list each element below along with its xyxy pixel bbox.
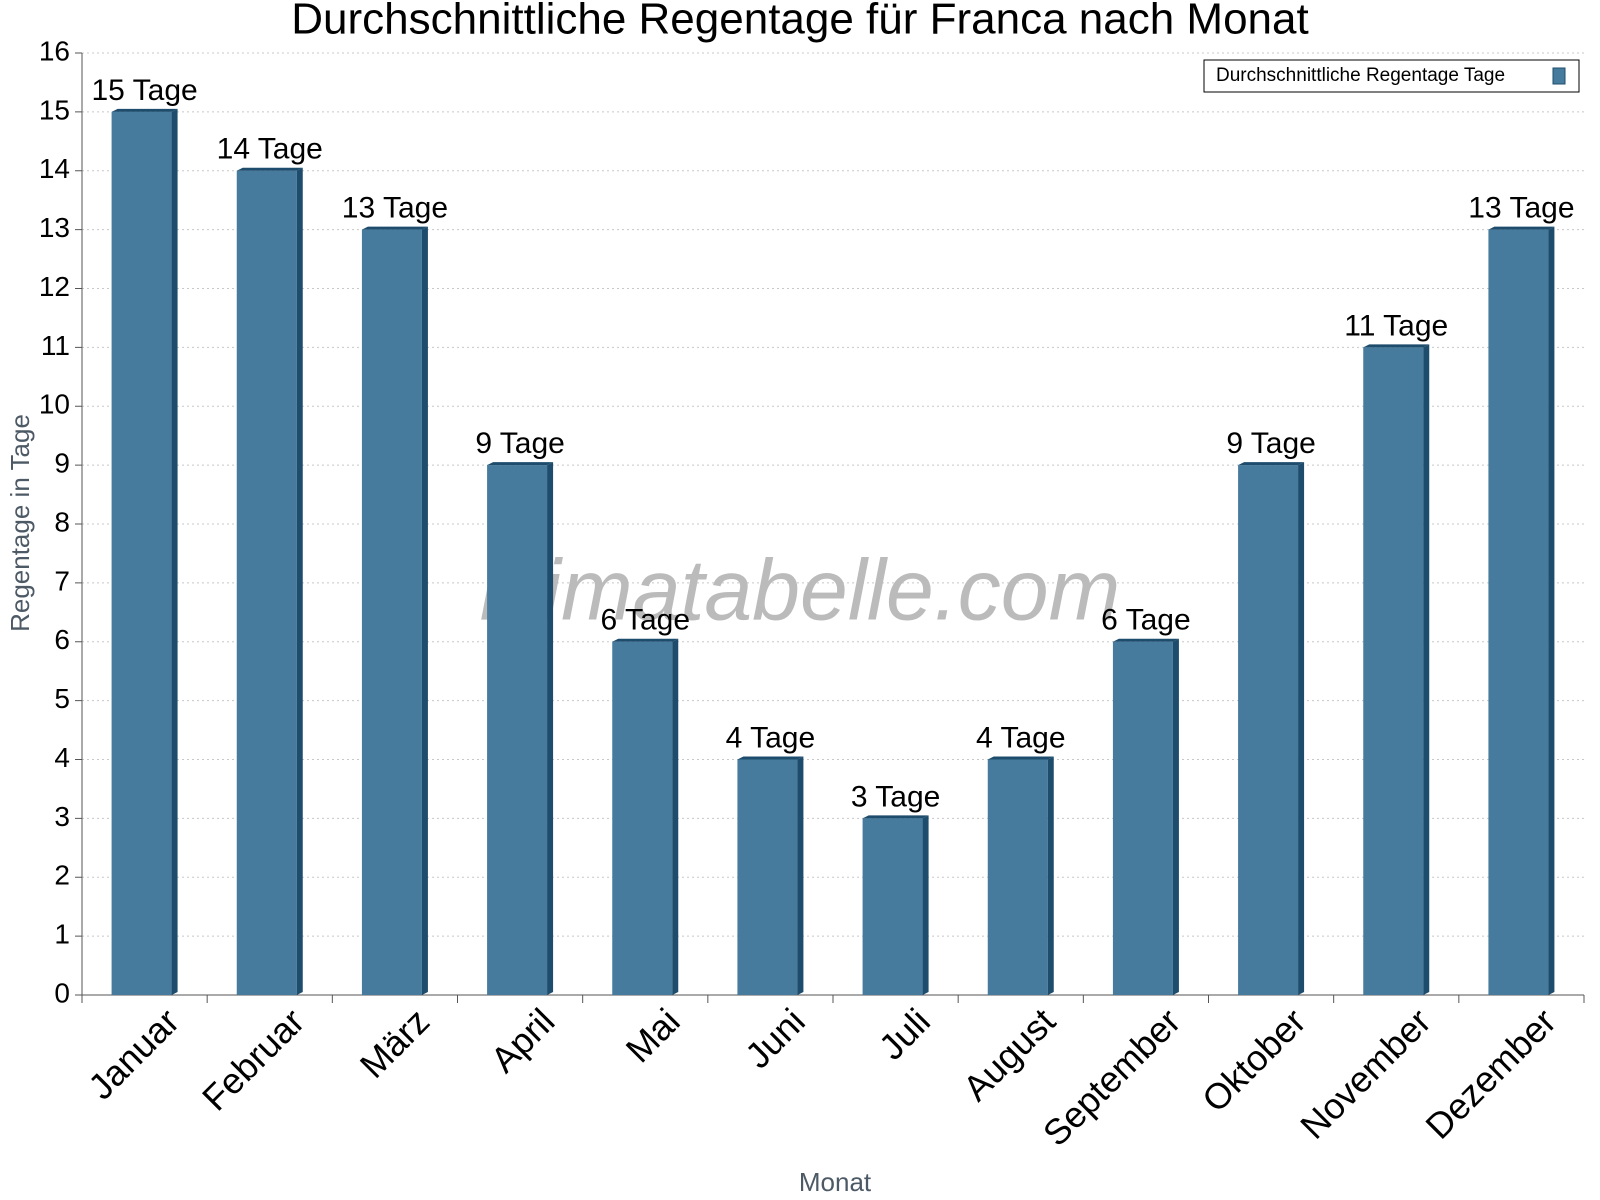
bar — [236, 170, 297, 995]
x-tick-label: April — [483, 1000, 563, 1080]
bar-side — [1298, 462, 1305, 995]
bar-side — [1423, 344, 1430, 995]
x-tick-label: Dezember — [1417, 1000, 1563, 1146]
bar-side — [922, 815, 929, 995]
y-tick-label: 1 — [54, 919, 70, 950]
x-axis-label: Monat — [799, 1167, 872, 1197]
bar-top — [1112, 638, 1179, 642]
bar-top — [111, 108, 178, 112]
watermark: klimatabelle.com — [480, 543, 1120, 639]
bar-top — [737, 756, 804, 760]
legend-label: Durchschnittliche Regentage Tage — [1216, 65, 1505, 86]
bar — [1488, 229, 1549, 995]
y-tick-label: 12 — [39, 271, 70, 302]
value-label: 13 Tage — [342, 192, 448, 225]
x-tick-label: August — [955, 1000, 1063, 1108]
y-tick-label: 15 — [39, 94, 70, 125]
bar-top — [487, 462, 554, 466]
y-tick-label: 16 — [39, 35, 70, 66]
value-label: 6 Tage — [1101, 604, 1191, 637]
bar-top — [361, 226, 428, 230]
y-tick-label: 2 — [54, 860, 70, 891]
bar-top — [987, 756, 1054, 760]
value-label: 4 Tage — [726, 721, 816, 754]
value-label: 14 Tage — [217, 133, 323, 166]
x-tick-label: Oktober — [1194, 1000, 1314, 1120]
bar — [1238, 465, 1299, 995]
legend-swatch — [1552, 67, 1566, 85]
bar-top — [1363, 344, 1430, 348]
bar — [862, 818, 923, 995]
bar-side — [171, 108, 178, 995]
bar — [487, 465, 548, 995]
bar-side — [547, 462, 554, 995]
bar — [1112, 641, 1173, 995]
y-tick-label: 10 — [39, 389, 70, 420]
value-label: 13 Tage — [1468, 192, 1574, 225]
value-label: 6 Tage — [600, 604, 690, 637]
value-label: 9 Tage — [1226, 427, 1316, 460]
x-tick-label: Februar — [194, 1000, 312, 1118]
legend-box — [1203, 59, 1580, 93]
x-tick-label: Juli — [871, 1000, 938, 1067]
value-label: 15 Tage — [91, 74, 197, 107]
bar — [361, 229, 422, 995]
y-tick-label: 5 — [54, 683, 70, 714]
value-label: 11 Tage — [1344, 309, 1448, 342]
y-tick-label: 13 — [39, 212, 70, 243]
bar-top — [1238, 462, 1305, 466]
y-tick-label: 14 — [39, 153, 70, 184]
bar — [1363, 347, 1424, 995]
y-tick-label: 7 — [54, 565, 70, 596]
bar-top — [236, 167, 303, 171]
x-tick-label: Mai — [618, 1000, 688, 1070]
y-tick-label: 0 — [54, 977, 70, 1008]
bar-top — [612, 638, 679, 642]
x-tick-label: Januar — [80, 1000, 187, 1107]
y-axis-label: Regentage in Tage — [5, 414, 35, 632]
bar-side — [797, 756, 804, 995]
bar-top — [1488, 226, 1555, 230]
bar-top — [862, 815, 929, 819]
y-tick-label: 3 — [54, 801, 70, 832]
bar — [111, 111, 172, 995]
value-label: 3 Tage — [851, 780, 941, 813]
y-tick-label: 6 — [54, 624, 70, 655]
x-tick-label: September — [1035, 1000, 1189, 1154]
x-tick-label: März — [352, 1000, 438, 1086]
y-tick-label: 8 — [54, 506, 70, 537]
bar — [987, 759, 1048, 995]
value-label: 9 Tage — [475, 427, 565, 460]
bar-side — [421, 226, 428, 995]
x-tick-label: November — [1292, 1000, 1438, 1146]
chart-title: Durchschnittliche Regentage für Franca n… — [291, 0, 1308, 44]
bar — [612, 641, 673, 995]
bar-side — [672, 638, 679, 995]
bar-side — [296, 167, 303, 995]
bar-side — [1548, 226, 1555, 995]
y-tick-label: 4 — [54, 742, 70, 773]
bar — [737, 759, 798, 995]
value-label: 4 Tage — [976, 721, 1066, 754]
bar-side — [1172, 638, 1179, 995]
bar-side — [1047, 756, 1054, 995]
y-tick-label: 11 — [41, 330, 70, 361]
y-tick-label: 9 — [54, 448, 70, 479]
x-tick-label: Juni — [737, 1000, 813, 1076]
